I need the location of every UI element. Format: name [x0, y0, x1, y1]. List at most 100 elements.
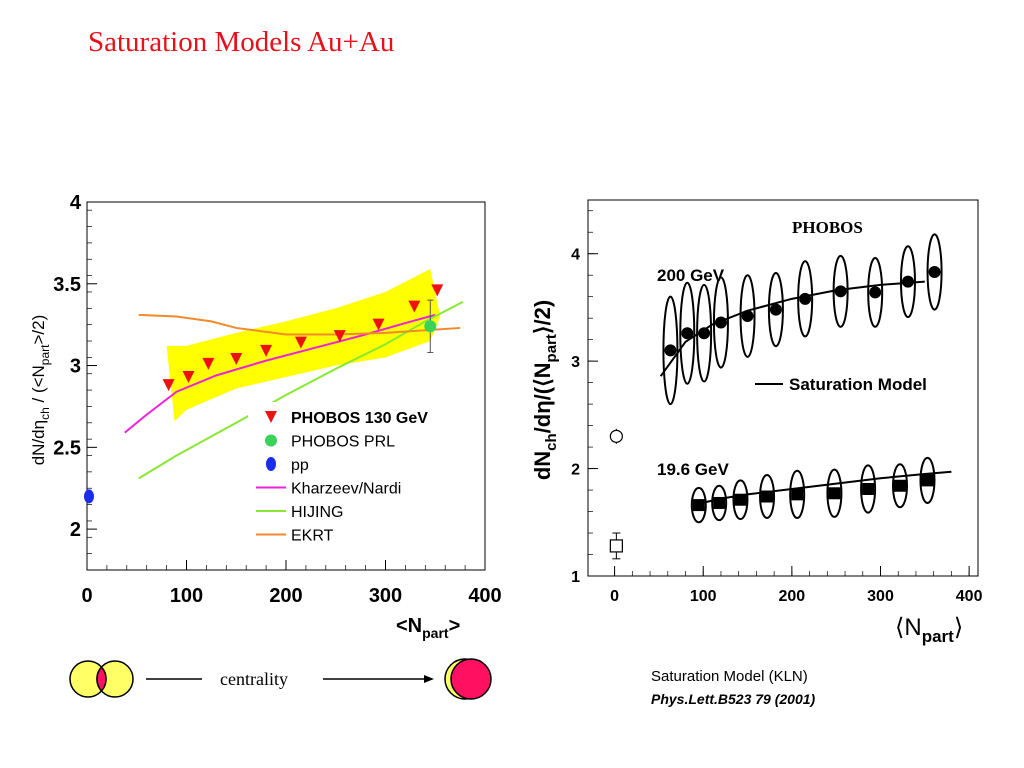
point-200gev	[681, 327, 694, 340]
phobos130-point	[333, 330, 346, 343]
phobos130-point	[431, 284, 444, 297]
left-x-tick-label: 200	[269, 585, 302, 607]
error-ellipse	[867, 257, 884, 328]
right-y-tick-label: 3	[571, 354, 580, 371]
legend-background	[248, 402, 484, 550]
point-200gev	[799, 292, 812, 305]
error-ellipse	[860, 464, 877, 514]
legend-label: HIJING	[291, 504, 343, 521]
caption-model: Saturation Model (KLN)	[651, 668, 808, 685]
series-line-hijing	[138, 300, 464, 480]
left-y-tick-label: 2	[70, 519, 81, 541]
left-x-tick-label: 0	[81, 585, 92, 607]
annotation-19gev: 19.6 GeV	[657, 460, 729, 479]
point-19gev	[894, 479, 906, 492]
phobos130-point	[408, 300, 421, 313]
point-19gev	[921, 474, 934, 487]
error-ellipse	[711, 484, 728, 522]
right-x-axis-label: ⟨Npart⟩	[895, 614, 963, 646]
left-ylabel-mid: / (<N	[29, 365, 48, 407]
centrality-diagram	[69, 658, 492, 700]
left-y-tick-label: 2.5	[53, 437, 81, 459]
error-ellipse	[690, 486, 707, 524]
phobos130-point	[372, 318, 385, 331]
right-y-tick-label: 1	[571, 569, 580, 586]
pp-open-square	[609, 539, 623, 553]
right-chart-title: PHOBOS	[792, 218, 863, 237]
phobos130-point	[202, 357, 215, 370]
legend-triangle-icon	[265, 411, 277, 423]
peripheral-collision-icon	[69, 660, 134, 698]
point-200gev	[901, 275, 914, 288]
error-ellipse	[732, 479, 749, 521]
point-19gev	[791, 488, 804, 501]
centrality-label: centrality	[220, 669, 288, 689]
point-200gev	[834, 285, 847, 298]
left-x-tick-label: 100	[170, 585, 203, 607]
legend-label: Kharzeev/Nardi	[291, 481, 401, 498]
legend-green-dot-icon	[265, 434, 277, 447]
error-ellipse	[767, 272, 784, 348]
left-ylabel-end: >/2)	[29, 315, 48, 345]
arrowhead-icon	[424, 675, 434, 683]
right-x-tick-label: 200	[779, 588, 806, 605]
left-x-tick-label: 400	[468, 585, 501, 607]
error-ellipse	[892, 463, 908, 509]
central-collision-icon	[444, 658, 492, 700]
error-ellipse	[679, 281, 696, 385]
phobos-systematic-band	[166, 269, 441, 422]
error-ellipse	[759, 474, 776, 519]
point-200gev	[714, 316, 727, 329]
point-19gev	[761, 490, 774, 503]
right-x-tick-label: 300	[867, 588, 894, 605]
error-ellipse	[899, 245, 916, 319]
left-ylabel-sub2: part	[38, 344, 52, 365]
caption-reference: Phys.Lett.B523 79 (2001)	[651, 691, 816, 707]
error-ellipse	[919, 456, 936, 504]
legend-label: PHOBOS PRL	[291, 434, 395, 451]
left-legend: PHOBOS 130 GeV PHOBOS PRL pp Kharzeev/Nardi…	[248, 402, 484, 550]
legend-label: PHOBOS 130 GeV	[291, 410, 428, 427]
error-ellipse	[826, 468, 843, 518]
series-line-kharzeev-nardi	[124, 313, 436, 434]
phobos130-point	[260, 344, 273, 357]
left-y-axis-label: dN/dηch / (<Npart>/2)	[29, 315, 52, 466]
right-x-tick-label: 100	[690, 588, 717, 605]
left-ylabel-main: dN/dη	[29, 420, 48, 465]
left-ylabel-sub1: ch	[38, 407, 52, 420]
point-200gev	[741, 310, 754, 323]
svg-text:dNch/dη/(⟨Npart⟩/2): dNch/dη/(⟨Npart⟩/2)	[530, 300, 560, 480]
point-19gev	[734, 493, 747, 506]
legend-label: EKRT	[291, 528, 334, 545]
left-y-tick-label: 3	[70, 356, 81, 378]
phobos130-point	[294, 336, 307, 349]
point-200gev	[928, 265, 941, 278]
error-ellipse	[662, 295, 679, 406]
right-chart: 0 100 200 300 400 1 2 3 4 PHOBOS 200 GeV 19.6 Ge…	[530, 199, 983, 646]
pp-point	[83, 489, 94, 504]
phobos130-point	[182, 371, 195, 384]
svg-text:dN/dηch / (<Npart>/2): dN/dηch / (<Npart>/2)	[29, 315, 52, 466]
point-19gev	[713, 496, 726, 509]
legend-blue-dot-icon	[266, 457, 276, 471]
annotation-200gev: 200 GeV	[657, 266, 725, 285]
right-y-tick-label: 4	[571, 247, 580, 264]
error-ellipse	[696, 283, 713, 383]
point-200gev	[664, 344, 677, 357]
point-19gev	[862, 482, 875, 495]
error-ellipse	[797, 260, 814, 338]
point-19gev	[692, 499, 705, 512]
left-chart: 0 100 200 300 400 2 2.5 3 3.5 4 dN/dηch / (<Npart…	[29, 192, 502, 641]
left-x-axis-label: <Npart>	[396, 615, 460, 641]
left-y-tick-label: 4	[70, 192, 82, 214]
series-line-ekrt	[138, 313, 461, 336]
point-200gev	[769, 303, 782, 316]
point-200gev	[869, 286, 882, 299]
saturation-model-curve	[692, 470, 952, 507]
error-ellipse	[789, 469, 806, 519]
right-x-tick-label: 400	[956, 588, 983, 605]
saturation-legend-label: Saturation Model	[789, 375, 927, 394]
error-ellipse	[712, 276, 729, 369]
phobos-prl-point	[424, 320, 437, 333]
error-ellipse	[739, 274, 756, 358]
